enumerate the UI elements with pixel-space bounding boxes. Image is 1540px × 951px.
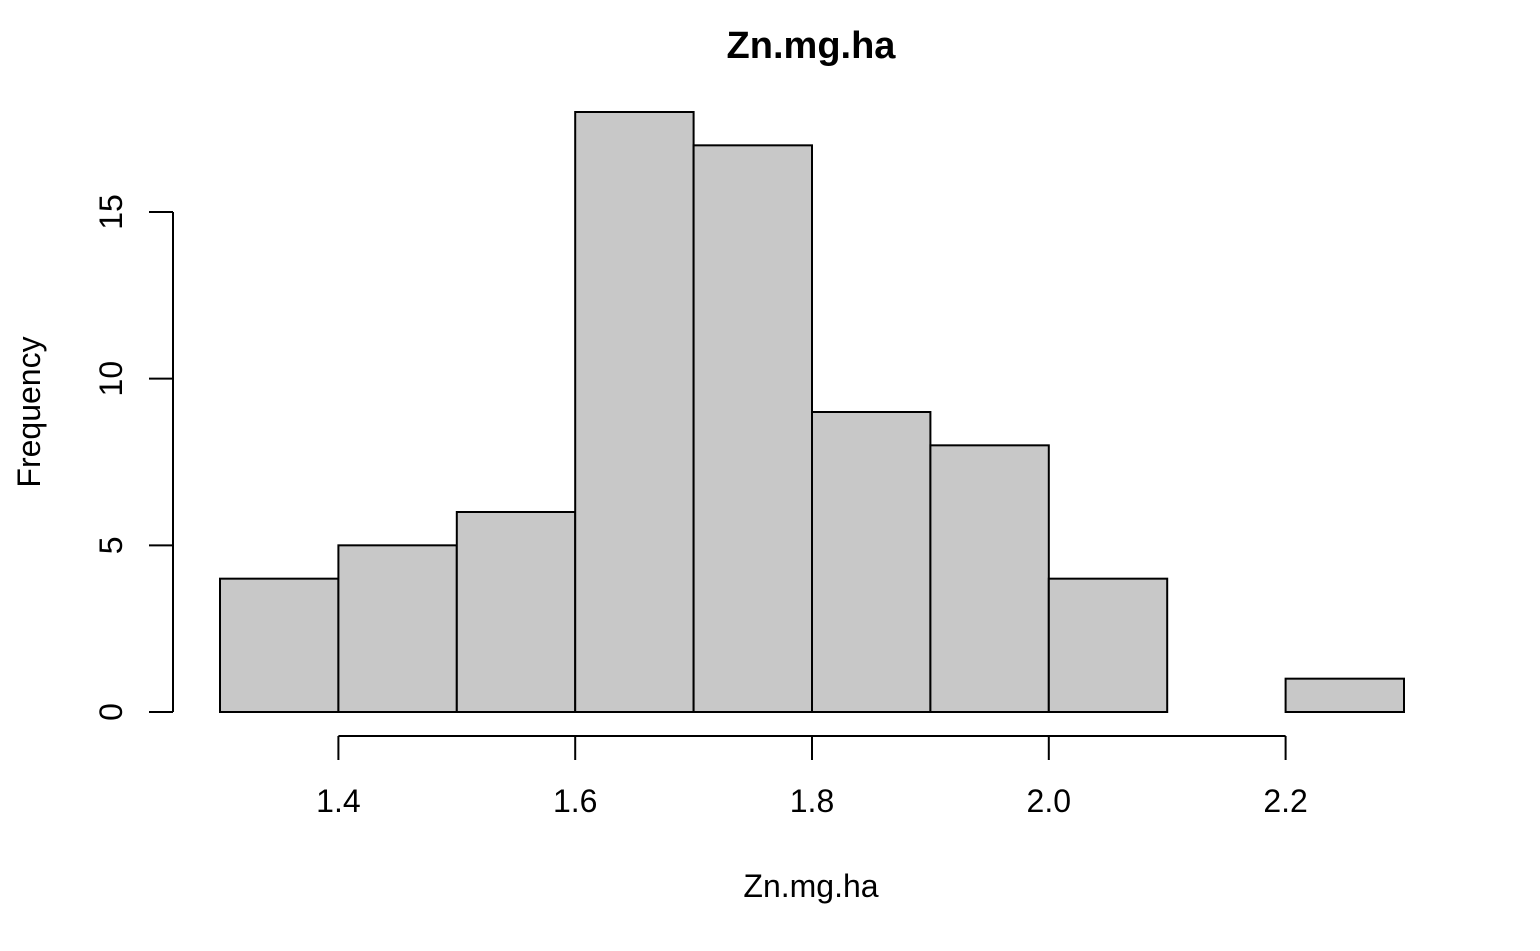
histogram-bar bbox=[574, 111, 695, 713]
histogram-bar bbox=[455, 511, 577, 713]
x-axis: 1.4 1.6 1.8 2.0 2.2 bbox=[316, 735, 1308, 819]
y-axis-label: Frequency bbox=[11, 336, 47, 487]
chart-title: Zn.mg.ha bbox=[727, 25, 897, 67]
y-tick-label: 10 bbox=[93, 361, 129, 397]
x-tick-label: 1.8 bbox=[790, 783, 834, 819]
histogram-bar bbox=[929, 444, 1050, 713]
bars-group bbox=[219, 111, 1405, 714]
y-tick-label: 0 bbox=[93, 703, 129, 721]
x-tick-label: 2.2 bbox=[1263, 783, 1307, 819]
y-tick-label: 5 bbox=[93, 536, 129, 554]
histogram-bar bbox=[1047, 577, 1169, 714]
histogram-bar bbox=[811, 411, 932, 713]
x-tick-label: 1.4 bbox=[316, 783, 360, 819]
histogram-bar bbox=[219, 577, 340, 714]
histogram-bar bbox=[337, 544, 458, 713]
y-axis: 0 5 10 15 bbox=[93, 194, 174, 721]
histogram-bar bbox=[1284, 677, 1405, 714]
x-axis-label: Zn.mg.ha bbox=[743, 868, 878, 904]
y-tick-label: 15 bbox=[93, 194, 129, 230]
x-tick-label: 1.6 bbox=[553, 783, 597, 819]
x-tick-label: 2.0 bbox=[1027, 783, 1071, 819]
histogram-bar bbox=[692, 144, 813, 714]
